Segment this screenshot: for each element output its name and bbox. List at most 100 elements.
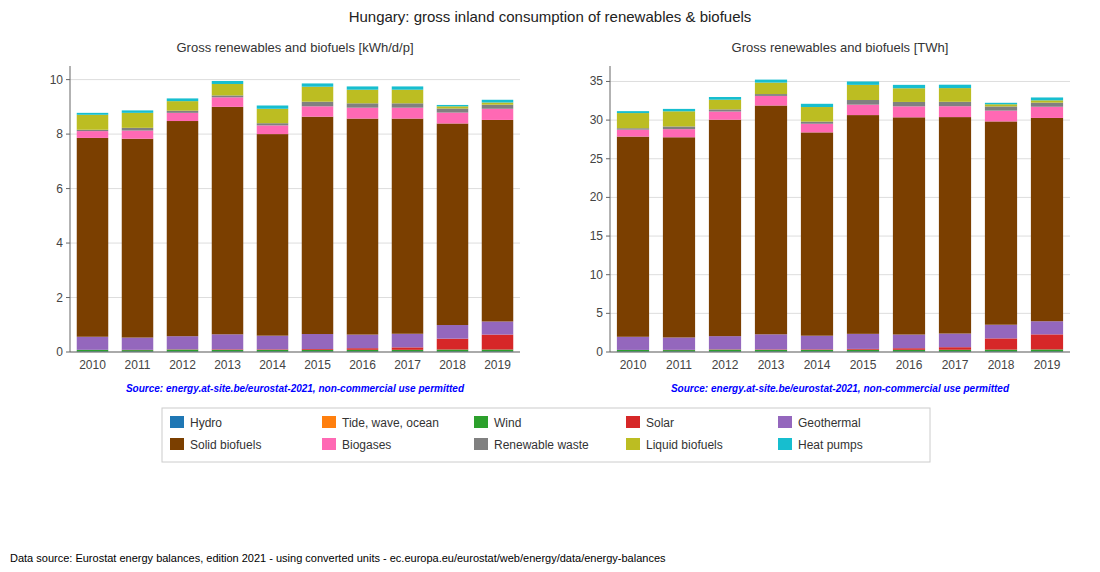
bar-segment <box>77 113 109 115</box>
bar-segment <box>122 131 154 139</box>
chart-root: Hungary: gross inland consumption of ren… <box>0 0 1100 572</box>
bar-segment <box>77 131 109 138</box>
x-tick-label: 2012 <box>712 358 739 372</box>
bar-segment <box>77 350 109 352</box>
bar-segment <box>939 347 971 350</box>
x-tick-label: 2010 <box>620 358 647 372</box>
bar-segment <box>212 97 244 107</box>
x-tick-label: 2019 <box>484 358 511 372</box>
y-tick <box>606 313 610 314</box>
bars <box>77 81 514 352</box>
bar-segment <box>482 100 514 103</box>
bar-segment <box>939 102 971 106</box>
y-tick-label: 25 <box>590 152 604 166</box>
x-tick-label: 2011 <box>125 358 151 372</box>
bar-segment <box>302 83 334 86</box>
bar-segment <box>212 84 244 95</box>
x-tick-label: 2019 <box>1034 358 1061 372</box>
legend: HydroTide, wave, oceanWindSolarGeotherma… <box>162 408 930 462</box>
bar-segment <box>663 109 695 111</box>
bar-segment <box>212 107 244 334</box>
bar-segment <box>755 80 787 83</box>
bar-segment <box>167 336 199 349</box>
bar-segment <box>167 101 199 111</box>
bar-segment <box>755 334 787 349</box>
bar-segment <box>893 102 925 106</box>
bar-segment <box>347 103 379 107</box>
bar-segment <box>482 120 514 322</box>
bar-segment <box>482 350 514 352</box>
footer-note: Data source: Eurostat energy balances, e… <box>10 552 666 564</box>
bar-segment <box>302 106 334 116</box>
x-tick-label: 2012 <box>169 358 196 372</box>
bar-segment <box>122 128 154 131</box>
x-tick-label: 2013 <box>214 358 241 372</box>
bar-segment <box>801 107 833 122</box>
x-tick-label: 2015 <box>850 358 877 372</box>
legend-entry: Liquid biofuels <box>646 438 723 452</box>
bar-segment <box>663 126 695 129</box>
bar-segment <box>617 128 649 129</box>
bar-segment <box>122 113 154 128</box>
bar-segment <box>755 105 787 334</box>
bar-segment <box>1031 118 1063 321</box>
bar-segment <box>985 121 1017 324</box>
bar-segment <box>77 138 109 337</box>
legend-swatch <box>778 438 792 450</box>
bar-segment <box>122 110 154 112</box>
x-tick-label: 2015 <box>304 358 331 372</box>
bar-segment <box>212 95 244 97</box>
bar-segment <box>437 123 469 325</box>
bar-segment <box>302 350 334 352</box>
bar-segment <box>437 350 469 352</box>
bar-segment <box>663 129 695 137</box>
bar-segment <box>985 106 1017 110</box>
bar-segment <box>709 336 741 349</box>
bar-segment <box>985 338 1017 349</box>
bar-segment <box>482 102 514 104</box>
legend-entry: Hydro <box>190 416 222 430</box>
bar-segment <box>392 108 424 119</box>
bar-segment <box>617 113 649 128</box>
title: Hungary: gross inland consumption of ren… <box>349 8 752 25</box>
bar-segment <box>985 104 1017 106</box>
bar-segment <box>122 350 154 351</box>
grid-line <box>70 79 520 80</box>
bar-segment <box>347 108 379 119</box>
y-tick <box>606 120 610 121</box>
legend-swatch <box>322 438 336 450</box>
bar-segment <box>985 103 1017 104</box>
y-tick <box>66 134 70 135</box>
bar-segment <box>437 339 469 350</box>
bar-segment <box>617 350 649 352</box>
x-tick-label: 2016 <box>896 358 923 372</box>
subtitle: Gross renewables and biofuels [kWh/d/p] <box>176 40 413 55</box>
bar-segment <box>347 90 379 104</box>
y-tick <box>66 79 70 80</box>
bar-segment <box>663 137 695 337</box>
bar-segment <box>347 86 379 89</box>
bars <box>617 80 1063 352</box>
bar-segment <box>1031 349 1063 351</box>
bar-segment <box>985 111 1017 122</box>
legend-entry: Tide, wave, ocean <box>342 416 439 430</box>
bar-segment <box>212 81 244 84</box>
bar-segment <box>709 109 741 111</box>
bar-segment <box>482 335 514 350</box>
y-tick-label: 15 <box>590 229 604 243</box>
subtitle: Gross renewables and biofuels [TWh] <box>732 40 949 55</box>
legend-entry: Heat pumps <box>798 438 863 452</box>
bar-segment <box>939 334 971 348</box>
bar-segment <box>893 350 925 352</box>
y-tick-label: 2 <box>56 291 63 305</box>
bar-segment <box>122 139 154 338</box>
bar-segment <box>939 88 971 102</box>
y-tick-label: 0 <box>56 345 63 359</box>
bar-segment <box>847 100 879 105</box>
x-tick-label: 2014 <box>804 358 831 372</box>
bar-segment <box>709 100 741 110</box>
y-axis-line <box>70 66 71 352</box>
y-tick-label: 4 <box>56 236 63 250</box>
bar-segment <box>939 350 971 352</box>
bar-segment <box>437 113 469 124</box>
